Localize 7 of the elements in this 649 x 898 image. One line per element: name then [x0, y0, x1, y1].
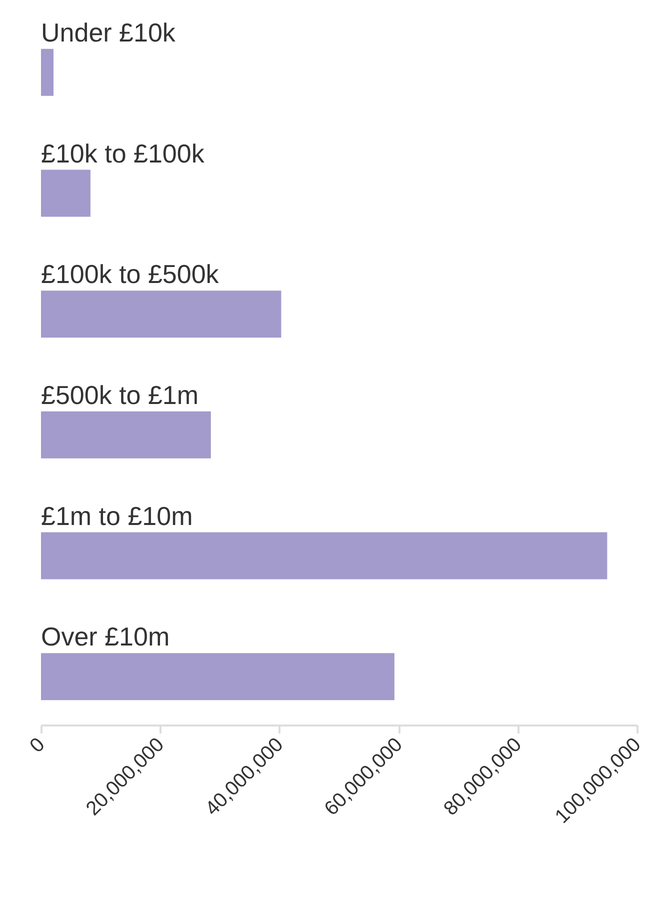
- y-tick-label: £100k to £500k: [41, 259, 220, 290]
- y-tick-label: Under £10k: [41, 17, 176, 48]
- y-tick-label: Over £10m: [41, 622, 170, 652]
- y-tick-label: £500k to £1m: [41, 380, 199, 410]
- x-tick-label: 0: [26, 734, 50, 758]
- y-tick-label: £10k to £100k: [41, 138, 206, 168]
- y-tick-label: £1m to £10m: [41, 500, 193, 531]
